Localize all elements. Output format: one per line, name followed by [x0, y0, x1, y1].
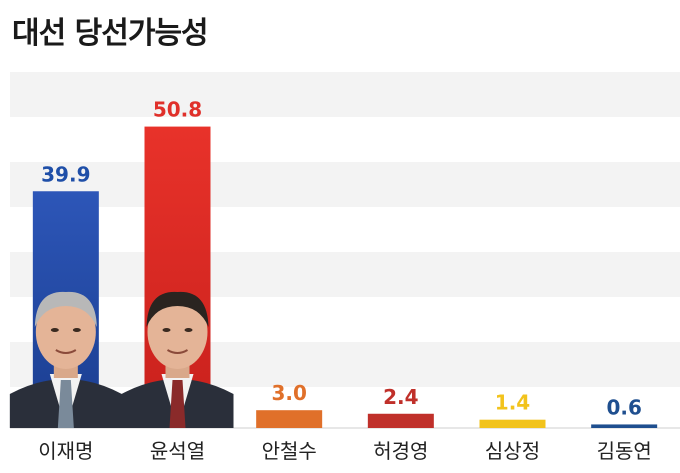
grid-band [10, 117, 680, 162]
grid-band [10, 207, 680, 252]
category-label-6: 김동연 [597, 439, 652, 463]
category-label-4: 허경영 [373, 439, 428, 463]
candidate-portraits [9, 291, 234, 428]
bar-4 [367, 413, 434, 428]
candidate-portrait-2 [121, 291, 234, 428]
value-labels: 39.9 50.8 3.0 2.4 1.4 0.6 [41, 98, 642, 420]
candidate-portrait-1 [9, 291, 122, 428]
category-label-3: 안철수 [262, 439, 317, 463]
grid-band [10, 342, 680, 387]
value-label-6: 0.6 [606, 395, 641, 419]
bar-3 [256, 410, 323, 428]
value-label-2: 50.8 [153, 98, 202, 122]
category-label-2: 윤석열 [150, 439, 205, 463]
value-label-4: 2.4 [383, 385, 418, 409]
chart-background-bands [10, 72, 680, 429]
bar-6 [591, 424, 658, 428]
bar-5 [479, 419, 546, 428]
category-label-1: 이재명 [38, 439, 93, 463]
grid-band [10, 72, 680, 117]
value-label-1: 39.9 [41, 162, 90, 186]
grid-band [10, 252, 680, 297]
grid-band [10, 297, 680, 342]
grid-band [10, 162, 680, 207]
value-label-5: 1.4 [495, 391, 530, 415]
chart-title: 대선 당선가능성 [12, 16, 209, 51]
value-label-3: 3.0 [271, 381, 306, 405]
category-label-5: 심상정 [485, 439, 540, 463]
category-labels: 이재명 윤석열 안철수 허경영 심상정 김동연 [38, 439, 652, 463]
